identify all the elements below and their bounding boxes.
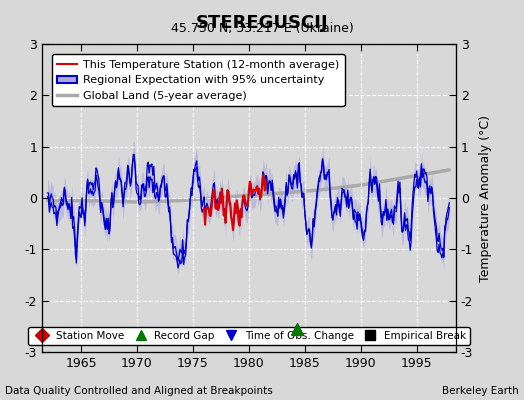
Text: 45.750 N, 33.217 E (Ukraine): 45.750 N, 33.217 E (Ukraine) (171, 22, 353, 35)
Text: STEREGUSCIJ: STEREGUSCIJ (195, 14, 329, 32)
Y-axis label: Temperature Anomaly (°C): Temperature Anomaly (°C) (478, 114, 492, 282)
Text: Berkeley Earth: Berkeley Earth (442, 386, 519, 396)
Text: Data Quality Controlled and Aligned at Breakpoints: Data Quality Controlled and Aligned at B… (5, 386, 273, 396)
Legend: Station Move, Record Gap, Time of Obs. Change, Empirical Break: Station Move, Record Gap, Time of Obs. C… (28, 327, 470, 345)
